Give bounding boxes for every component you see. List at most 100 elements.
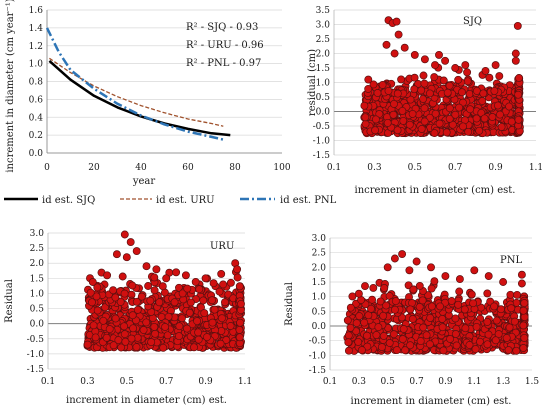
y-tick-label: 1.2 xyxy=(29,42,43,52)
series-line-uru xyxy=(49,57,224,127)
data-point xyxy=(83,340,92,349)
data-point xyxy=(122,253,131,262)
data-point xyxy=(461,61,470,70)
data-point xyxy=(237,299,245,308)
data-point xyxy=(137,292,146,301)
data-point xyxy=(371,126,380,135)
data-point xyxy=(109,286,118,295)
data-point xyxy=(360,318,369,327)
data-point xyxy=(417,125,426,133)
data-point xyxy=(127,334,136,343)
data-point xyxy=(152,265,161,274)
data-point xyxy=(399,116,408,125)
data-point xyxy=(483,317,492,326)
data-point xyxy=(164,312,173,321)
data-point xyxy=(146,296,155,305)
data-point xyxy=(132,247,141,256)
data-point xyxy=(430,73,439,82)
data-point xyxy=(459,122,467,131)
x-tick-label: 80 xyxy=(229,163,241,173)
data-point xyxy=(455,287,464,296)
data-point xyxy=(382,301,391,310)
data-point xyxy=(398,335,407,344)
y-tick-label: 2.5 xyxy=(30,244,45,254)
y-tick-label: -1.5 xyxy=(313,151,331,161)
y-tick-label: 1.5 xyxy=(30,274,45,284)
data-point xyxy=(346,323,355,332)
data-point xyxy=(418,296,427,305)
y-tick-label: 3.0 xyxy=(30,229,45,239)
data-point xyxy=(109,341,118,350)
data-point xyxy=(505,102,514,111)
data-point xyxy=(441,56,450,65)
x-tick-label: 0.3 xyxy=(352,377,367,387)
legend-label-sjq: id est. SJQ xyxy=(42,195,95,206)
data-point xyxy=(389,330,398,339)
data-point xyxy=(465,341,474,349)
data-point xyxy=(209,279,218,288)
data-point xyxy=(183,324,191,333)
data-point xyxy=(194,328,203,337)
data-point xyxy=(451,330,460,338)
data-point xyxy=(497,305,505,314)
data-point xyxy=(405,266,414,275)
data-point xyxy=(441,272,450,281)
data-point xyxy=(132,297,141,306)
data-point xyxy=(352,319,361,328)
data-point xyxy=(481,66,490,75)
data-point xyxy=(447,297,456,305)
pnl-residual-chart: -1.5 -1.0 -0.5 0.0 0.5 1.0 1.5 2.0 2.5 3.0 0.1 0.3 0… xyxy=(284,234,539,407)
data-point xyxy=(357,346,366,355)
data-point xyxy=(430,129,439,138)
data-point xyxy=(425,89,434,98)
data-point xyxy=(460,305,469,314)
data-point xyxy=(147,338,156,347)
data-point xyxy=(492,316,501,325)
data-point xyxy=(446,335,455,343)
data-point xyxy=(384,86,393,95)
data-point xyxy=(361,282,369,291)
panel-label: PNL xyxy=(500,255,522,266)
data-point xyxy=(226,278,235,287)
data-point xyxy=(383,263,392,272)
x-tick-label: 0.9 xyxy=(488,163,503,173)
x-tick-label: 0.3 xyxy=(367,163,382,173)
data-point xyxy=(383,118,392,127)
x-tick-label: 60 xyxy=(182,163,194,173)
data-point xyxy=(112,250,121,259)
sjq-residual-chart: -1.5 -1.0 -0.5 0.0 0.5 1.0 1.5 2.0 2.5 3.0 3.5 0.1 0… xyxy=(307,6,543,196)
data-point xyxy=(390,254,399,263)
data-point xyxy=(398,106,407,115)
data-point xyxy=(483,340,492,349)
data-point xyxy=(177,314,186,323)
data-point xyxy=(364,75,373,84)
data-point xyxy=(377,343,386,352)
data-point xyxy=(343,316,352,325)
data-point xyxy=(491,336,500,345)
panel-label: SJQ xyxy=(463,16,482,27)
x-tick-label: 0 xyxy=(44,163,50,173)
data-point xyxy=(200,309,209,318)
data-point xyxy=(159,343,168,352)
data-point xyxy=(222,336,231,344)
y-tick-label: 1.6 xyxy=(29,6,44,16)
data-point xyxy=(390,49,399,58)
data-point xyxy=(452,341,461,350)
data-point xyxy=(390,305,399,314)
x-tick-label: 1.5 xyxy=(525,377,540,387)
x-tick-label: 0.1 xyxy=(323,377,337,387)
data-point xyxy=(458,88,466,97)
data-point xyxy=(361,113,370,122)
data-point xyxy=(427,284,436,293)
data-point xyxy=(394,30,403,39)
data-point xyxy=(472,322,481,331)
x-tick-label: 1.1 xyxy=(529,163,543,173)
y-axis-title: residual (cm) xyxy=(307,49,318,116)
data-point xyxy=(190,343,198,352)
y-tick-label: 2.0 xyxy=(30,259,45,269)
data-point xyxy=(439,76,448,85)
data-point xyxy=(172,268,181,277)
data-point xyxy=(363,331,371,340)
data-point xyxy=(420,55,429,64)
data-point xyxy=(467,290,476,299)
